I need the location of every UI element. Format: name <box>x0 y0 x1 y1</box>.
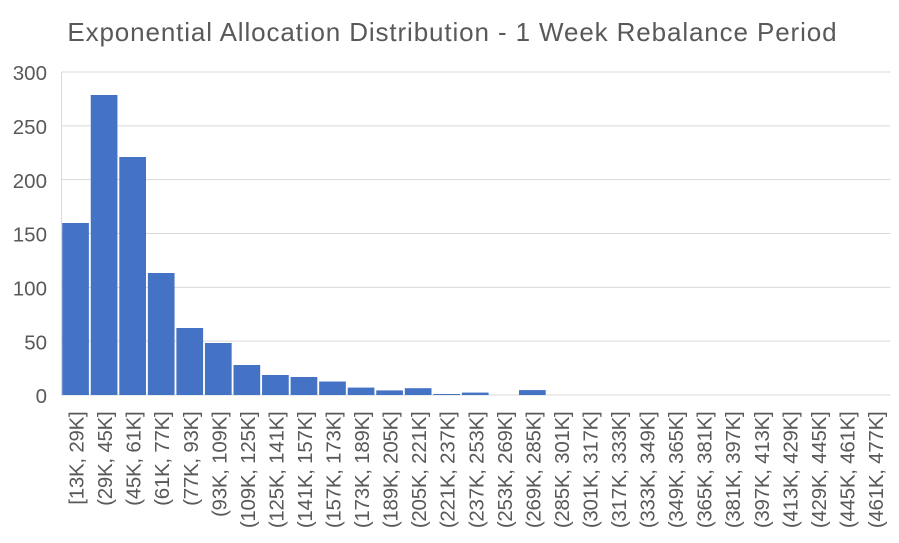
svg-text:(77K, 93K]: (77K, 93K] <box>180 412 203 506</box>
svg-text:300: 300 <box>13 62 47 85</box>
svg-text:(381K, 397K]: (381K, 397K] <box>722 412 745 529</box>
svg-text:(93K, 109K]: (93K, 109K] <box>208 412 231 518</box>
svg-text:0: 0 <box>36 385 47 408</box>
svg-text:(173K, 189K]: (173K, 189K] <box>351 412 374 529</box>
svg-text:(189K, 205K]: (189K, 205K] <box>380 412 403 529</box>
svg-text:(29K, 45K]: (29K, 45K] <box>94 412 117 506</box>
svg-text:(125K, 141K]: (125K, 141K] <box>265 412 288 529</box>
svg-text:(461K, 477K]: (461K, 477K] <box>865 412 888 529</box>
svg-text:150: 150 <box>13 224 47 247</box>
svg-text:(445K, 461K]: (445K, 461K] <box>836 412 859 529</box>
svg-text:(333K, 349K]: (333K, 349K] <box>637 412 660 529</box>
svg-text:200: 200 <box>13 170 47 193</box>
svg-text:(413K, 429K]: (413K, 429K] <box>779 412 802 529</box>
svg-text:(397K, 413K]: (397K, 413K] <box>751 412 774 529</box>
svg-text:(45K, 61K]: (45K, 61K] <box>123 412 146 506</box>
svg-text:100: 100 <box>13 277 47 300</box>
svg-text:(237K, 253K]: (237K, 253K] <box>465 412 488 529</box>
svg-text:(429K, 445K]: (429K, 445K] <box>808 412 831 529</box>
svg-text:(109K, 125K]: (109K, 125K] <box>237 412 260 529</box>
svg-text:(285K, 301K]: (285K, 301K] <box>551 412 574 529</box>
svg-text:(205K, 221K]: (205K, 221K] <box>408 412 431 529</box>
svg-text:Exponential Allocation Distrib: Exponential Allocation Distribution - 1 … <box>67 17 837 47</box>
svg-text:(269K, 285K]: (269K, 285K] <box>522 412 545 529</box>
svg-text:50: 50 <box>24 331 47 354</box>
svg-text:(301K, 317K]: (301K, 317K] <box>579 412 602 529</box>
svg-text:(365K, 381K]: (365K, 381K] <box>694 412 717 529</box>
svg-text:(349K, 365K]: (349K, 365K] <box>665 412 688 529</box>
svg-text:[13K, 29K]: [13K, 29K] <box>66 412 89 505</box>
svg-text:(157K, 173K]: (157K, 173K] <box>323 412 346 529</box>
svg-text:(61K, 77K]: (61K, 77K] <box>151 412 174 506</box>
svg-text:(317K, 333K]: (317K, 333K] <box>608 412 631 529</box>
svg-text:(221K, 237K]: (221K, 237K] <box>437 412 460 529</box>
svg-text:(141K, 157K]: (141K, 157K] <box>294 412 317 529</box>
svg-text:250: 250 <box>13 116 47 139</box>
svg-text:(253K, 269K]: (253K, 269K] <box>494 412 517 529</box>
